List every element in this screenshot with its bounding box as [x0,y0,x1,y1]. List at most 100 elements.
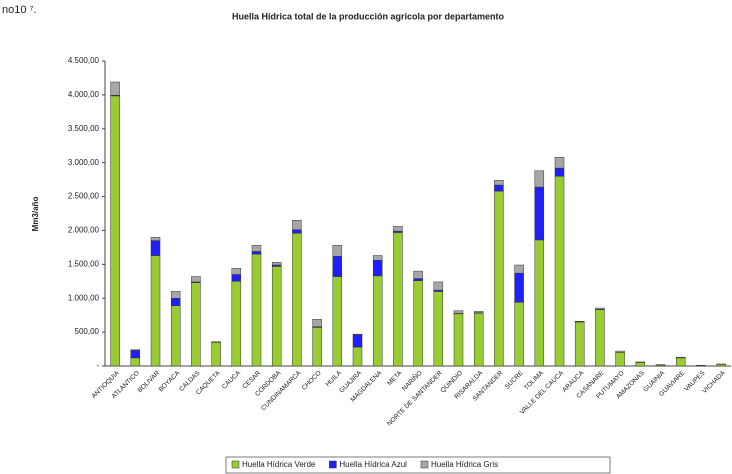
x-tick-label: SUCRE [504,369,526,391]
bar-segment [393,232,403,367]
bar-segment [675,356,686,359]
bar-segment [150,240,161,256]
bar-segment [595,309,605,367]
bar-segment [170,291,181,299]
bar-segment [413,280,423,367]
bar-segment [251,245,262,252]
bar-segment [191,282,201,367]
bar-segment [251,253,262,367]
bar-segment [554,175,565,367]
x-tick-label: CAUCA [221,369,243,391]
bar-segment [372,255,383,261]
bar-segment [312,318,322,327]
bar-segment [231,274,242,282]
bar-segment [574,321,585,367]
bar-segment [110,81,120,96]
bar-segment [514,264,524,274]
bar-segment [413,270,423,279]
x-tick-label: META [386,369,404,387]
bar-segment [130,350,141,359]
bar-segment [292,232,302,367]
bar-segment [534,239,545,367]
bar-segment [170,297,181,306]
bar-segment [372,260,383,277]
bar-segment [251,251,262,255]
y-tick-label: 2.500,00 [68,192,100,201]
bar-segment [150,236,161,241]
bar-segment [534,170,545,188]
bar-segment [372,275,383,367]
bar-segment [494,190,504,367]
legend-box [225,456,611,474]
bar-segment [514,302,524,367]
bar-segment [332,276,343,367]
y-tick-label: 3.000,00 [68,158,100,167]
bar-segment [393,226,403,232]
legend-label: Huella Hídrica Gris [431,460,498,469]
y-tick-label: 500,00 [75,327,100,336]
legend-swatch [420,460,429,469]
bar-segment [494,184,504,192]
x-tick-label: BOLIVAR [137,369,162,394]
bar-segment [271,266,282,367]
bar-segment [534,186,545,241]
bar-segment [453,310,464,314]
x-tick-label: VICHADA [701,369,727,395]
bar-segment [332,245,343,257]
y-tick-label: 4.000,00 [68,90,100,99]
bar-segment [312,327,322,367]
y-tick-label: 4.500,00 [68,56,100,65]
bar-segment [433,291,444,367]
y-tick-label: 1.000,00 [68,293,100,302]
bar-segment [292,229,302,234]
y-tick-label: 1.500,00 [68,259,100,268]
bar-segment [595,307,605,310]
bar-segment [110,95,120,367]
x-tick-label: CHOCO [301,370,323,392]
bar-segment [150,255,161,367]
bar-segment [615,350,625,353]
chart-title: Huella Hídrica total de la producción ag… [232,11,505,21]
bar-segment [473,312,484,367]
bar-segment [494,180,504,186]
y-tick-label: 2.000,00 [68,226,100,235]
y-tick-label: 3.500,00 [68,124,100,133]
bar-segment [413,278,423,281]
bar-segment [675,357,686,367]
bar-segment [352,346,363,367]
bar-segment [514,272,524,303]
bar-segment [716,364,726,367]
bar-segment [635,362,646,367]
bar-segment [635,361,646,363]
bar-segment [130,357,141,367]
bar-segment [352,334,363,348]
legend-label: Huella Hídrica Verde [242,460,316,469]
legend-label: Huella Hídrica Azul [339,460,407,469]
bar-segment [352,333,363,336]
bar-segment [271,262,282,266]
bar-segment [211,342,221,367]
corner-text: no10 ⁷. [2,4,37,16]
x-tick-label: HUILA [324,369,343,388]
legend-swatch [329,460,337,469]
y-axis-label: Mm3/año [31,197,40,232]
x-tick-label: BOYACA [158,369,182,393]
bar-segment [473,311,484,314]
bar-segment [554,167,565,177]
bar-segment [453,313,464,367]
bar-segment [433,281,444,291]
bar-segment [191,276,201,283]
legend-swatch [231,460,240,469]
bar-segment [231,281,242,367]
y-tick-label: - [96,361,99,370]
bar-segment [231,268,242,275]
bar-segment [292,220,302,231]
bar-segment [130,349,141,351]
bar-segment [332,255,343,277]
bar-segment [615,352,625,367]
x-tick-label: CUNDINAMARCA [260,369,303,412]
bar-segment [554,156,565,169]
bar-segment [170,305,181,367]
bar-segment [211,341,221,343]
